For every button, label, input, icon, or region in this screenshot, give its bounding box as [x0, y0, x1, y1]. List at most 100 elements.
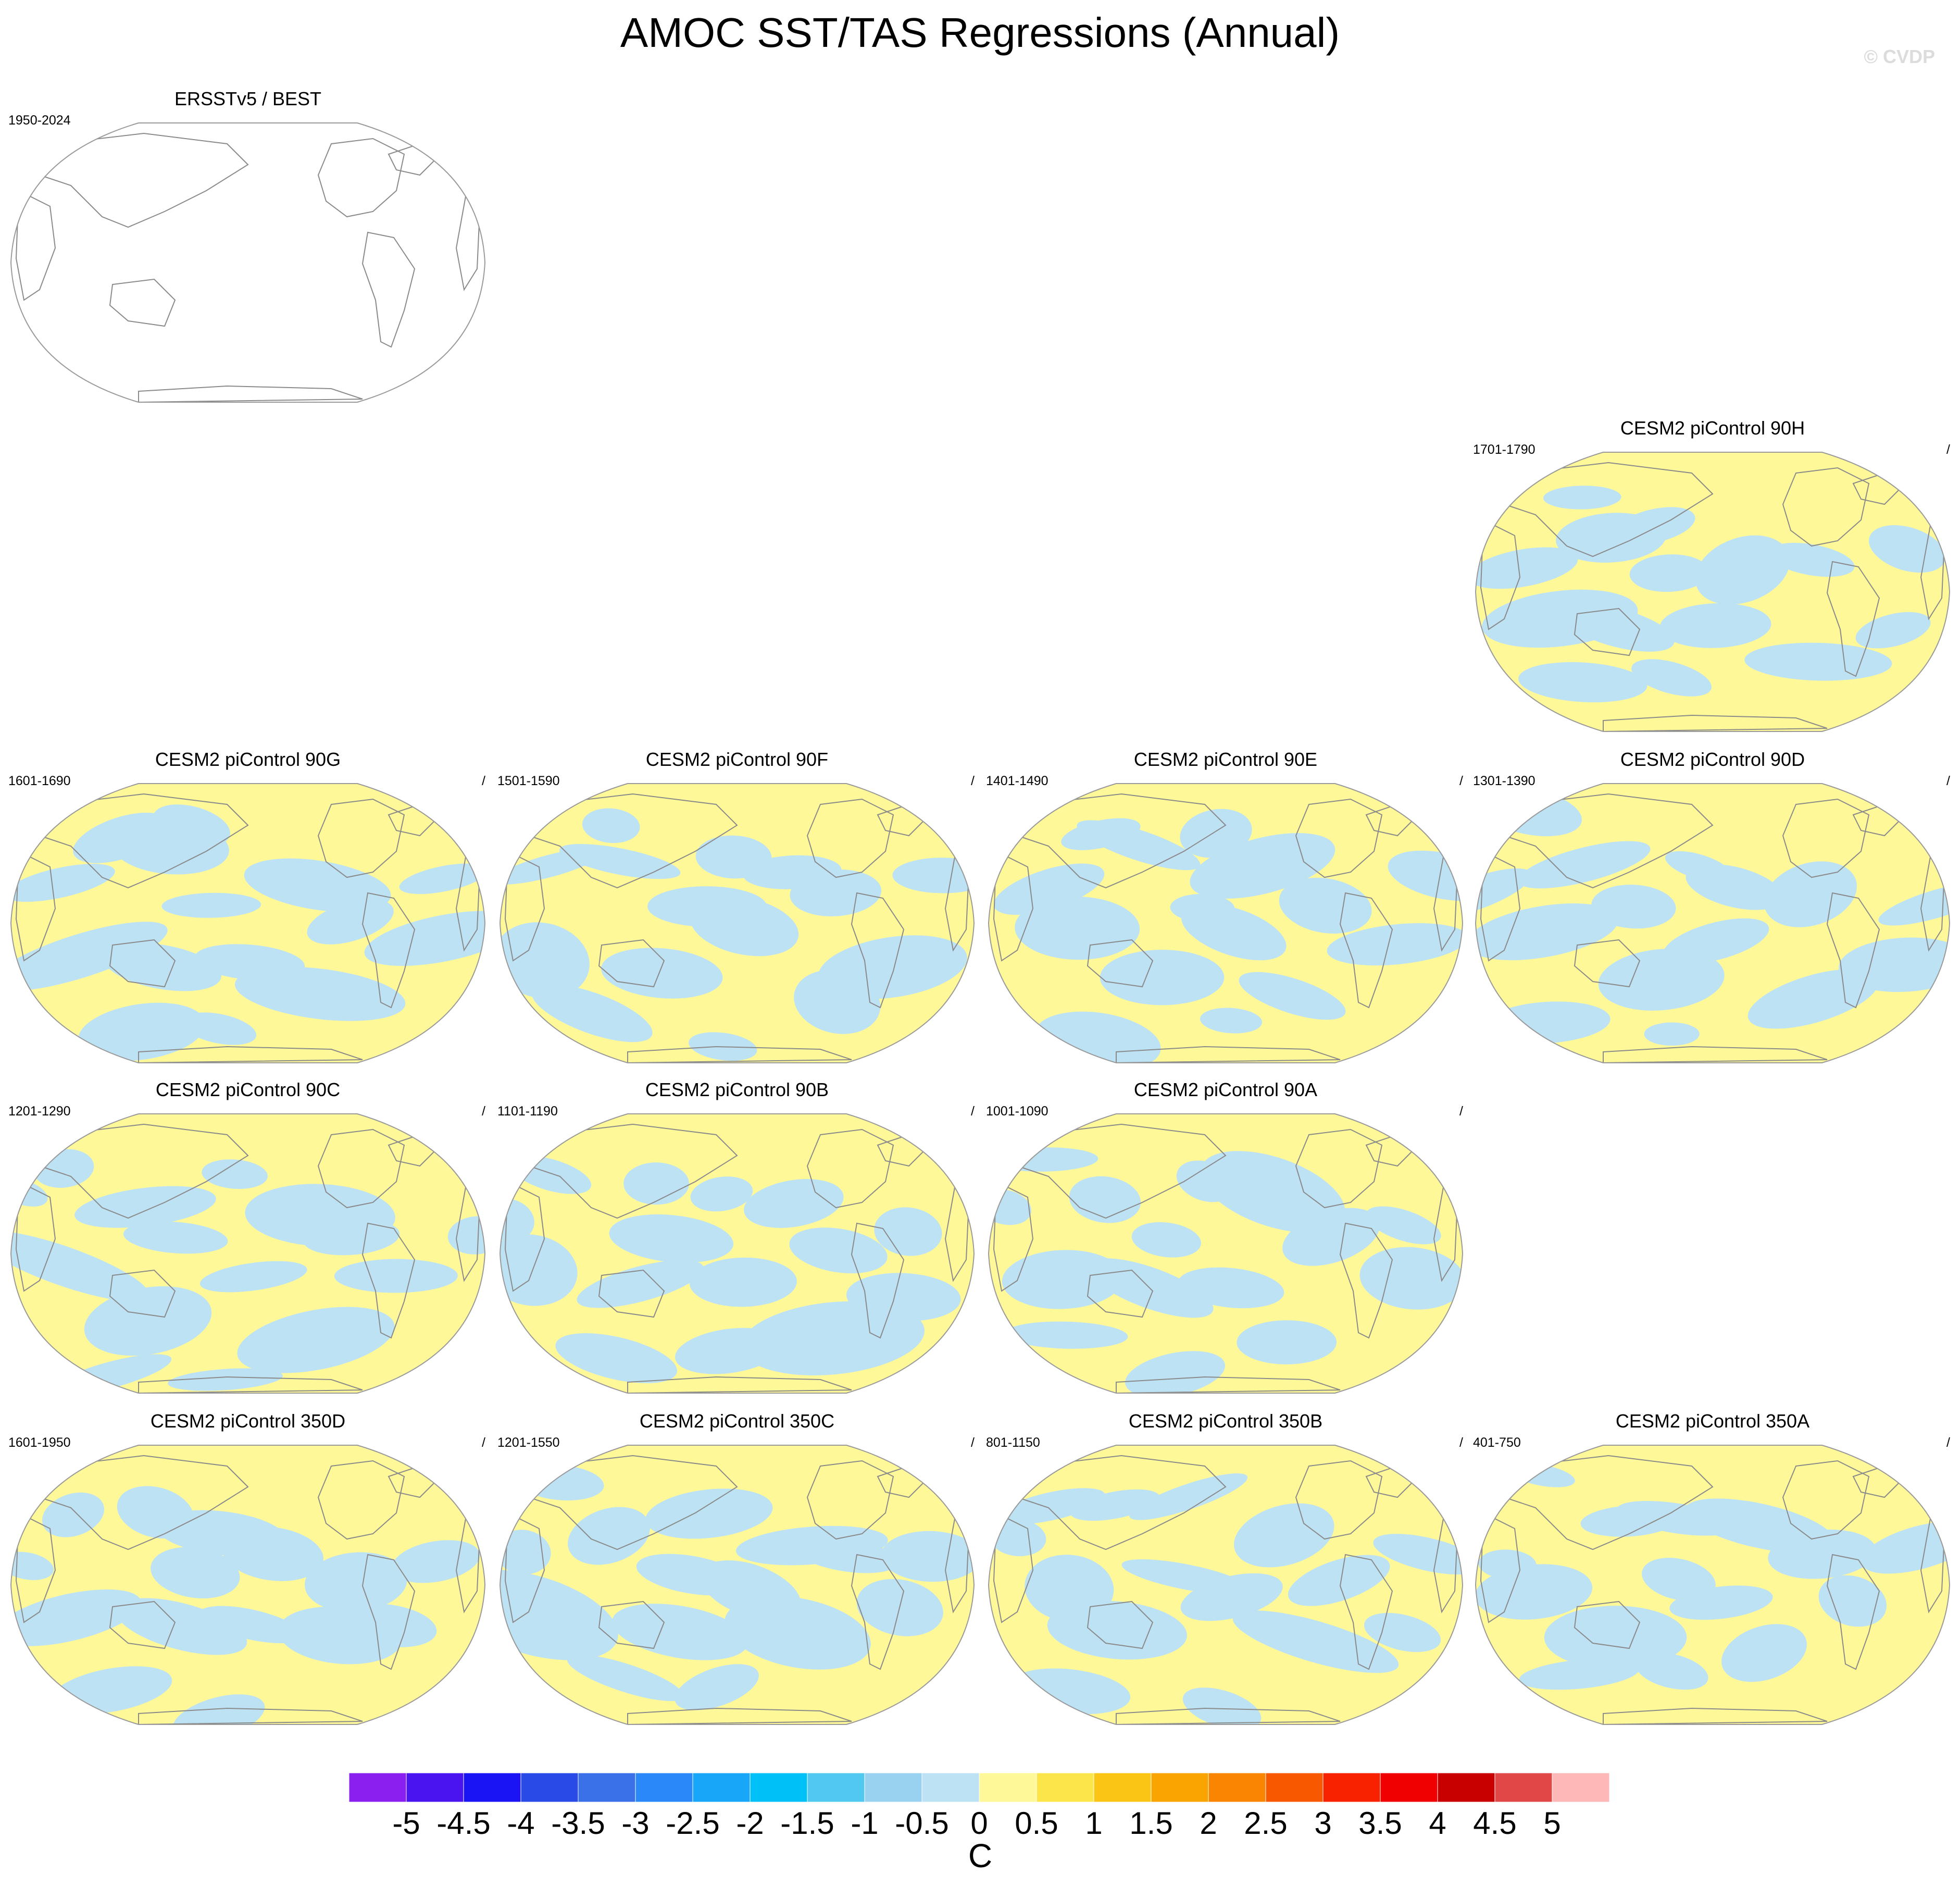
negative-anomaly-region — [74, 1186, 216, 1228]
coastline — [528, 1455, 738, 1550]
negative-anomaly-region — [1170, 893, 1235, 922]
negative-anomaly-region — [1878, 882, 1950, 926]
panel-pattern-correlation: / — [1946, 442, 1950, 457]
map-fill-layer — [1476, 1445, 1950, 1724]
map-panel: CESM2 piControl 90G 1601-1690 / — [8, 748, 488, 1071]
coastline — [504, 1181, 545, 1292]
panel-years: 1950-2024 — [8, 113, 71, 128]
panel-pattern-correlation: / — [1459, 1435, 1463, 1450]
map-fill-layer — [989, 784, 1463, 1063]
negative-anomaly-region — [304, 1552, 407, 1612]
panel-years: 801-1150 — [986, 1435, 1040, 1450]
coastline — [806, 1460, 894, 1540]
cvdp-watermark: © CVDP — [1864, 46, 1935, 67]
coastline — [1116, 1707, 1341, 1724]
negative-anomaly-region — [994, 863, 1105, 915]
robinson-world-map — [1475, 783, 1951, 1063]
coastline — [109, 1600, 176, 1649]
robinson-world-map — [10, 1445, 486, 1725]
colorbar-swatch — [979, 1772, 1037, 1803]
negative-anomaly-region — [199, 1261, 307, 1293]
negative-anomaly-region — [1868, 525, 1946, 573]
negative-anomaly-region — [1767, 542, 1855, 577]
negative-anomaly-region — [399, 863, 485, 895]
panel-title: CESM2 piControl 350A — [1615, 1410, 1810, 1432]
coastline — [138, 1376, 363, 1393]
colorbar-swatch — [463, 1772, 521, 1803]
coastline — [1503, 1455, 1714, 1550]
coastline — [15, 1512, 56, 1623]
negative-anomaly-region — [1476, 903, 1618, 961]
colorbar-tick-label: 3.5 — [1358, 1806, 1402, 1841]
negative-anomaly-region — [307, 899, 394, 945]
negative-anomaly-region — [1180, 809, 1252, 858]
colorbar-swatch — [921, 1772, 980, 1803]
map-frame — [499, 1445, 975, 1725]
map-panel: CESM2 piControl 350B 801-1150 / — [986, 1410, 1465, 1733]
coastline — [1016, 793, 1227, 889]
figure-title: AMOC SST/TAS Regressions (Annual) — [620, 9, 1340, 56]
colorbar-tick-label: -3 — [621, 1806, 650, 1841]
negative-anomaly-region — [168, 1368, 283, 1391]
coastline — [317, 1128, 405, 1209]
map-panel: CESM2 piControl 90F 1501-1590 / — [497, 748, 977, 1071]
panel-title: CESM2 piControl 90C — [155, 1079, 341, 1100]
negative-anomaly-region — [689, 1257, 797, 1307]
negative-anomaly-region — [303, 1219, 400, 1256]
negative-anomaly-region — [1288, 1555, 1390, 1606]
map-frame — [988, 1445, 1464, 1725]
coastline — [1339, 892, 1393, 1009]
robinson-world-map — [10, 1113, 486, 1394]
map-frame — [10, 1113, 486, 1394]
negative-anomaly-region — [1131, 1222, 1202, 1258]
colorbar-tick-label: 0.5 — [1015, 1806, 1058, 1841]
negative-anomaly-region — [725, 1596, 871, 1670]
panel-pattern-correlation: / — [482, 1435, 485, 1450]
colorbar-tick-label: -1.5 — [780, 1806, 834, 1841]
coastline — [317, 138, 405, 218]
negative-anomaly-region — [1279, 877, 1372, 934]
negative-anomaly-region — [1631, 659, 1712, 697]
negative-anomaly-region — [115, 1598, 247, 1655]
coastline — [1087, 1600, 1154, 1649]
negative-anomaly-region — [84, 1286, 212, 1356]
robinson-world-map — [1475, 452, 1951, 732]
coastline — [1603, 714, 1828, 731]
negative-anomaly-region — [567, 1655, 684, 1702]
coastline — [1480, 1512, 1521, 1623]
robinson-world-map — [10, 783, 486, 1063]
negative-anomaly-region — [690, 1176, 753, 1212]
coastline — [138, 1707, 363, 1724]
map-frame — [988, 783, 1464, 1063]
map-panel: CESM2 piControl 90H 1701-1790 / — [1473, 417, 1952, 740]
map-fill-layer — [1476, 452, 1950, 731]
coastline — [851, 1554, 905, 1670]
map-fill-layer — [11, 1114, 485, 1393]
colorbar-tick-label: 2 — [1200, 1806, 1217, 1841]
map-frame — [499, 1113, 975, 1394]
coastline — [627, 1707, 852, 1724]
coastline — [1087, 1269, 1154, 1318]
panel-pattern-correlation: / — [971, 1435, 975, 1450]
panel-pattern-correlation: / — [1459, 774, 1463, 788]
coastline — [1782, 467, 1870, 547]
negative-anomaly-region — [1200, 1008, 1263, 1034]
negative-anomaly-region — [500, 1530, 551, 1575]
panel-pattern-correlation: / — [971, 1104, 975, 1119]
negative-anomaly-region — [334, 1259, 458, 1293]
negative-anomaly-region — [741, 1301, 925, 1376]
map-fill-layer — [500, 1445, 974, 1724]
colorbar-swatch — [692, 1772, 751, 1803]
negative-anomaly-region — [234, 966, 406, 1021]
colorbar-tick-label: 3 — [1314, 1806, 1332, 1841]
negative-anomaly-region — [794, 1537, 898, 1573]
map-panel: CESM2 piControl 90E 1401-1490 / — [986, 748, 1465, 1071]
negative-anomaly-region — [1366, 1206, 1441, 1245]
colorbar-tick-label: 1.5 — [1129, 1806, 1173, 1841]
panel-years: 1101-1190 — [497, 1104, 558, 1119]
coastline — [1016, 1123, 1227, 1219]
coastline — [1826, 561, 1880, 677]
coastline — [1782, 1460, 1870, 1540]
coastline — [361, 892, 416, 1009]
coastline — [1503, 462, 1714, 557]
